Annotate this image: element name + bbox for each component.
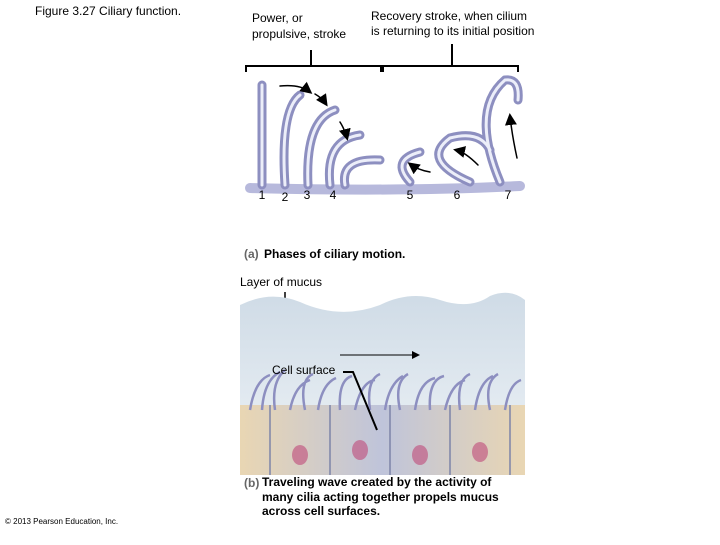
phase-number: 1 [259, 188, 266, 202]
phase-number: 2 [282, 190, 289, 204]
power-stroke-label: Power, or [252, 11, 303, 25]
phase-numbers: 1 2 3 4 5 6 7 [259, 188, 512, 204]
mucus-illustration [240, 292, 525, 475]
leader-line [343, 371, 378, 431]
phase-number: 7 [505, 188, 512, 202]
cilia-phases [245, 75, 525, 195]
phase-number: 3 [304, 188, 311, 202]
caption: many cilia acting together propels mucus [262, 490, 499, 504]
recovery-stroke-label: Recovery stroke, when cilium [371, 9, 527, 23]
caption: Traveling wave created by the activity o… [262, 475, 492, 489]
caption: Phases of ciliary motion. [264, 247, 405, 261]
phase-number: 6 [454, 188, 461, 202]
brackets [245, 44, 519, 72]
power-stroke-label: propulsive, stroke [252, 27, 346, 41]
phase-number: 5 [407, 188, 414, 202]
figure-title: Figure 3.27 Ciliary function. [35, 4, 181, 18]
phase-number: 4 [330, 188, 337, 202]
copyright: © 2013 Pearson Education, Inc. [5, 517, 118, 526]
mucus-label: Layer of mucus [240, 275, 322, 289]
recovery-stroke-label: is returning to its initial position [371, 24, 534, 38]
caption-letter: (a) [244, 247, 259, 261]
cell-surface-label: Cell surface [272, 363, 336, 377]
caption-letter: (b) [244, 476, 259, 490]
caption: across cell surfaces. [262, 504, 380, 518]
